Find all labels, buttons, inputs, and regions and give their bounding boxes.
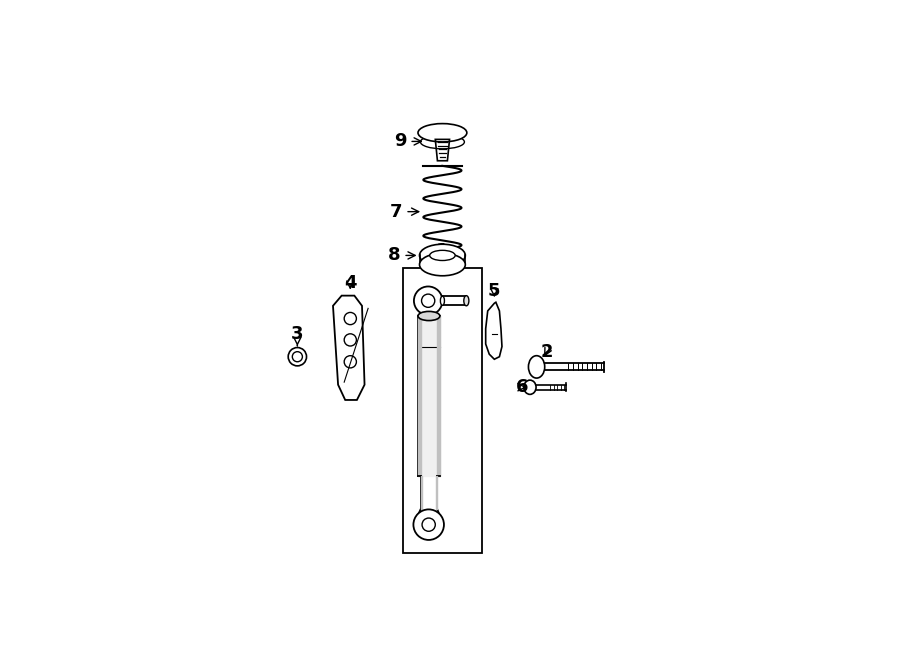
Circle shape [413,510,444,540]
Circle shape [292,352,302,362]
Text: 7: 7 [390,203,418,221]
Ellipse shape [429,251,455,260]
Ellipse shape [464,295,469,306]
Circle shape [422,518,436,531]
Text: 2: 2 [541,342,553,361]
Text: 4: 4 [344,274,356,292]
Ellipse shape [418,311,440,321]
Ellipse shape [420,135,464,149]
Text: 5: 5 [488,282,500,299]
Ellipse shape [440,296,445,305]
Text: 9: 9 [394,132,421,151]
Text: 8: 8 [388,247,415,264]
Ellipse shape [418,124,467,142]
Text: 6: 6 [516,378,528,396]
Text: 3: 3 [291,325,303,346]
Circle shape [414,286,443,315]
Bar [402,268,482,553]
Circle shape [344,313,356,325]
Ellipse shape [419,244,465,266]
Circle shape [344,334,356,346]
Text: 1: 1 [436,242,449,260]
Circle shape [344,356,356,368]
Circle shape [288,348,307,366]
Ellipse shape [528,356,544,378]
Ellipse shape [419,253,465,276]
Ellipse shape [524,380,536,395]
Circle shape [421,294,435,307]
